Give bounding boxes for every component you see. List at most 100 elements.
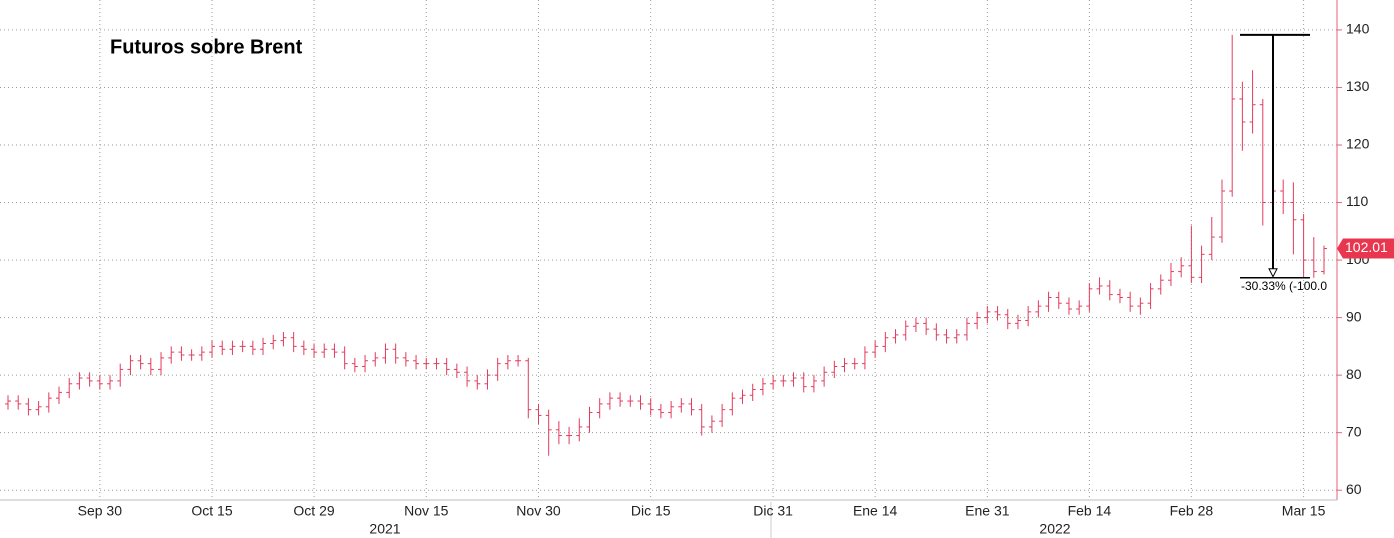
ohlc-bar: [76, 372, 83, 390]
ohlc-bar: [555, 421, 562, 445]
ohlc-bar: [933, 323, 940, 341]
x-tick-label: Ene 14: [853, 503, 898, 519]
ohlc-bar: [290, 331, 297, 353]
ohlc-bar: [1198, 245, 1205, 284]
ohlc-bar: [708, 415, 715, 433]
ohlc-bar: [372, 352, 379, 367]
x-tick-label: Mar 15: [1282, 503, 1326, 519]
ohlc-bar: [749, 383, 756, 402]
ohlc-bar: [300, 340, 307, 356]
ohlc-bar: [963, 317, 970, 341]
ohlc-bar: [25, 398, 32, 416]
ohlc-bar: [198, 346, 205, 361]
ohlc-bar: [678, 398, 685, 413]
x-tick-label: Dic 15: [631, 503, 671, 519]
ohlc-bar: [790, 372, 797, 387]
ohlc-bar: [188, 349, 195, 361]
ohlc-bar: [362, 355, 369, 373]
x-tick-label: Ene 31: [965, 503, 1010, 519]
y-tick-label: 130: [1346, 78, 1370, 94]
ohlc-bar: [219, 340, 226, 356]
ohlc-bar: [545, 409, 552, 456]
ohlc-bar: [423, 357, 430, 370]
ohlc-bar: [433, 357, 440, 370]
y-tick-label: 140: [1346, 21, 1370, 37]
year-label: 2022: [1039, 521, 1070, 537]
last-value-tag: [1337, 238, 1394, 259]
ohlc-bar: [800, 372, 807, 393]
ohlc-bar: [1035, 300, 1042, 318]
ohlc-bar: [821, 366, 828, 387]
last-value-label: 102.01: [1345, 239, 1388, 255]
bars: [5, 34, 1327, 456]
ohlc-bar: [229, 340, 236, 356]
grid: [0, 0, 1337, 500]
ohlc-bar: [504, 355, 511, 370]
ohlc-bar: [158, 352, 165, 376]
ohlc-bar: [137, 355, 144, 370]
chart-title: Futuros sobre Brent: [110, 36, 303, 58]
y-tick-label: 80: [1346, 366, 1362, 382]
ohlc-bar: [647, 398, 654, 416]
ohlc-bar: [1188, 225, 1195, 284]
ohlc-bar: [759, 378, 766, 396]
ohlc-bar: [1065, 297, 1072, 315]
x-tick-label: Nov 15: [404, 503, 449, 519]
ohlc-bar: [1178, 257, 1185, 278]
y-tick-label: 90: [1346, 308, 1362, 324]
ohlc-bar: [1116, 288, 1123, 304]
ohlc-bar: [413, 355, 420, 370]
ohlc-bar: [239, 340, 246, 353]
ohlc-bar: [402, 352, 409, 367]
ohlc-bar: [1310, 237, 1317, 278]
ohlc-bar: [861, 346, 868, 370]
year-label: 2021: [369, 521, 400, 537]
ohlc-bar: [1076, 300, 1083, 315]
ohlc-bar: [474, 375, 481, 390]
ohlc-bar: [729, 392, 736, 416]
ohlc-bar: [178, 346, 185, 361]
ohlc-bar: [841, 357, 848, 373]
ohlc-bar: [453, 363, 460, 379]
ohlc-bar: [1025, 306, 1032, 327]
ohlc-bar: [117, 363, 124, 387]
ohlc-bar: [494, 357, 501, 381]
ohlc-bar: [657, 403, 664, 419]
ohlc-bar: [1167, 262, 1174, 286]
ohlc-bar: [1127, 291, 1134, 312]
ohlc-bar: [107, 375, 114, 390]
x-tick-label: Oct 15: [191, 503, 232, 519]
ohlc-bar: [147, 357, 154, 376]
ohlc-bar: [515, 355, 522, 367]
ohlc-bar: [443, 357, 450, 376]
ohlc-bar: [1157, 274, 1164, 295]
ohlc-bar: [617, 392, 624, 407]
ohlc-bar: [96, 375, 103, 390]
ohlc-bar: [1300, 214, 1307, 278]
ohlc-bar: [270, 334, 277, 350]
ohlc-bar: [525, 357, 532, 419]
ohlc-bar: [45, 392, 52, 413]
ohlc-bar: [341, 346, 348, 370]
ohlc-bar: [923, 317, 930, 335]
ohlc-bar: [35, 401, 42, 416]
ohlc-bar: [280, 331, 287, 347]
ohlc-bar: [1086, 283, 1093, 312]
ohlc-bar: [810, 375, 817, 393]
ohlc-bar: [1229, 34, 1236, 197]
ohlc-bar: [1137, 297, 1144, 315]
x-tick-label: Oct 29: [293, 503, 334, 519]
ohlc-bar: [535, 403, 542, 425]
y-tick-label: 110: [1346, 193, 1369, 209]
ohlc-bar: [464, 366, 471, 387]
annotation-arrowhead: [1268, 268, 1278, 278]
ohlc-bar: [688, 398, 695, 416]
y-tick-label: 70: [1346, 423, 1362, 439]
ohlc-bar: [5, 395, 11, 410]
ohlc-bar: [260, 337, 267, 356]
ohlc-bar: [872, 340, 879, 358]
y-tick-label: 120: [1346, 136, 1370, 152]
ohlc-bar: [1004, 308, 1011, 330]
